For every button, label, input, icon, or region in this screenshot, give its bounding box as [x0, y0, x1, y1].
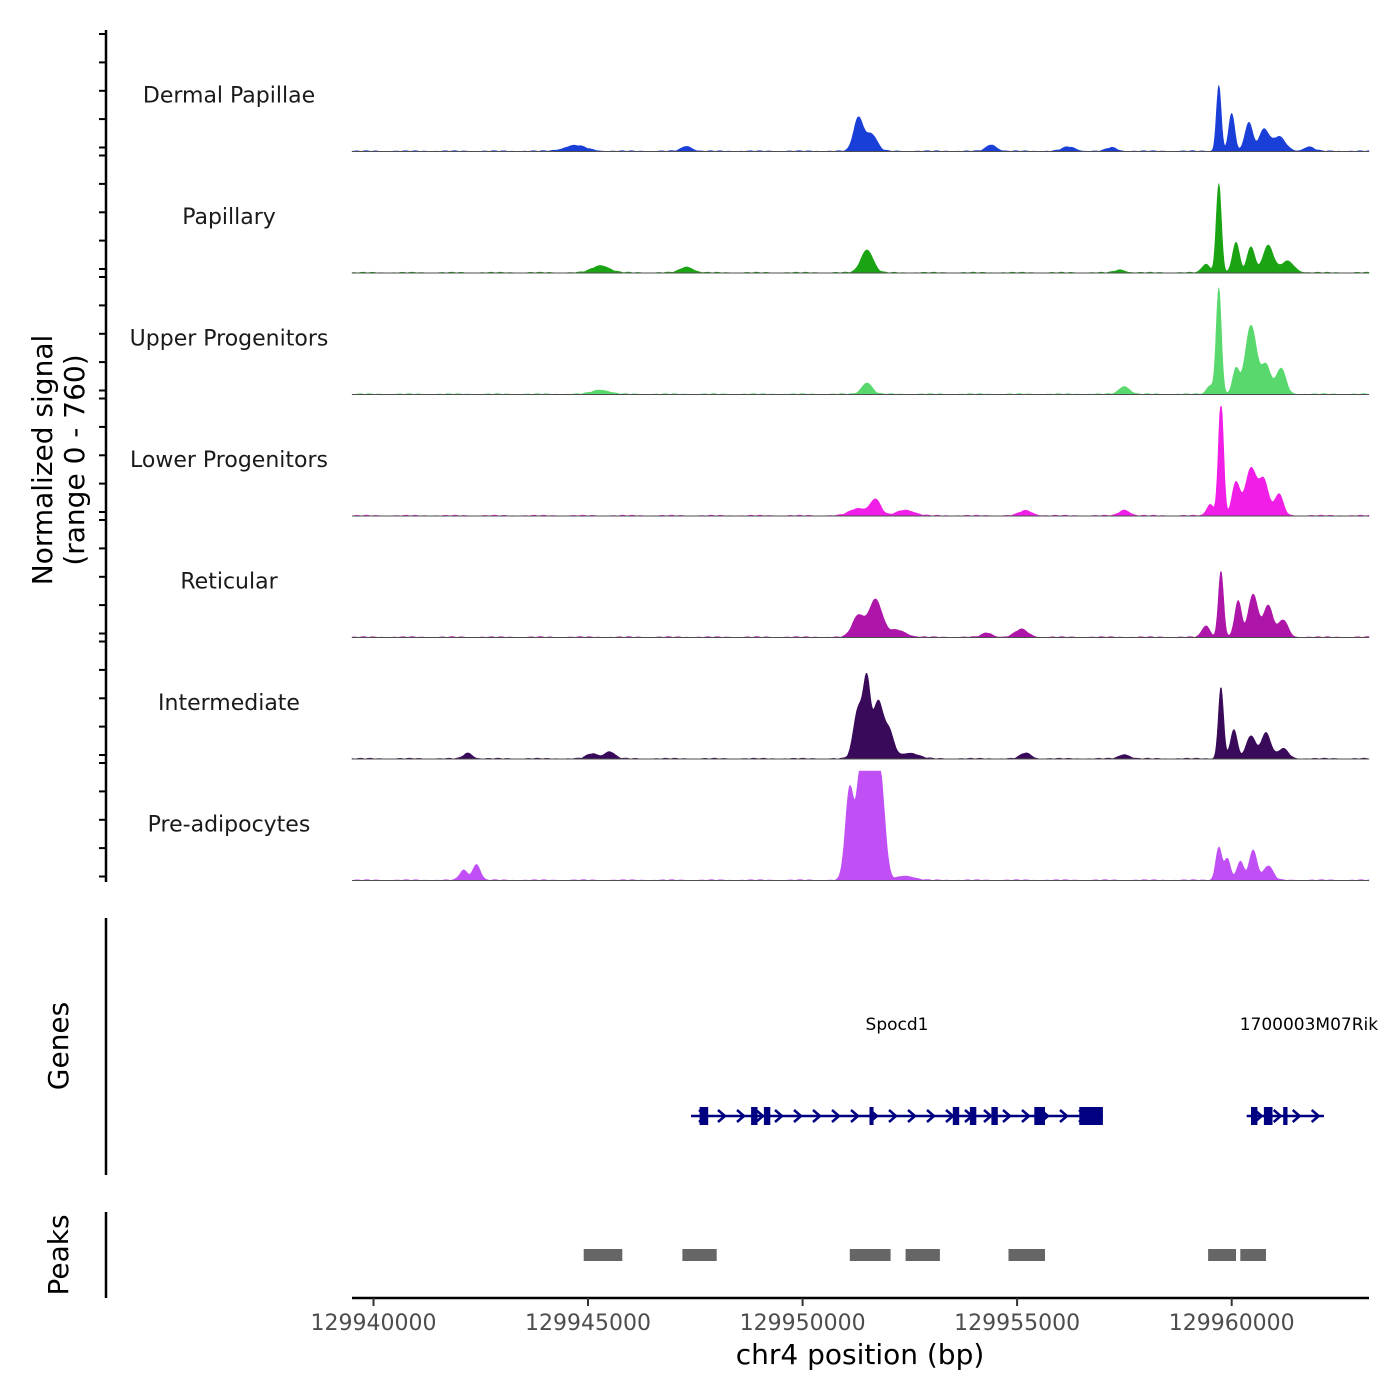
exon	[969, 1107, 977, 1125]
gene-label-1700003m07rik: 1700003M07Rik	[1240, 1015, 1379, 1035]
strand-arrow	[717, 1109, 727, 1123]
strand-arrow	[1002, 1109, 1012, 1123]
track-dermal-papillae: Dermal Papillae	[143, 84, 1370, 152]
peak-region	[583, 1249, 623, 1261]
track-upper-progenitors: Upper Progenitors	[130, 287, 1370, 395]
track-pre-adipocytes: Pre-adipocytes	[148, 770, 1370, 881]
coverage-y-axis-ticks	[99, 33, 106, 878]
gene-models: Spocd1 1700003M07Rik	[691, 1015, 1378, 1125]
strand-arrow	[1021, 1109, 1031, 1123]
strand-arrow	[1272, 1109, 1283, 1123]
strand-arrow	[812, 1109, 822, 1123]
strand-arrow	[907, 1109, 917, 1123]
coverage-area-intermediate	[351, 672, 1370, 760]
exon	[751, 1107, 758, 1125]
track-label-dermal-papillae: Dermal Papillae	[143, 84, 315, 109]
y-axis-title-line2: (range 0 - 760)	[58, 354, 91, 565]
track-papillary: Papillary	[182, 183, 1370, 274]
peak-region	[849, 1249, 891, 1261]
track-label-pre-adipocytes: Pre-adipocytes	[148, 813, 311, 838]
exon	[1251, 1107, 1258, 1125]
peaks-track-label: Peaks	[42, 1214, 75, 1295]
peak-region	[682, 1249, 717, 1261]
coverage-area-lower-progenitors	[351, 406, 1370, 517]
gene-label-spocd1: Spocd1	[866, 1015, 929, 1035]
track-intermediate: Intermediate	[158, 672, 1370, 760]
coverage-area-upper-progenitors	[351, 287, 1370, 395]
track-lower-progenitors: Lower Progenitors	[130, 406, 1370, 517]
exon	[1263, 1107, 1273, 1125]
track-label-reticular: Reticular	[180, 570, 278, 595]
strand-arrow	[755, 1109, 765, 1123]
track-label-intermediate: Intermediate	[158, 691, 300, 716]
coverage-area-dermal-papillae	[351, 85, 1370, 152]
x-tick-label: 129955000	[954, 1311, 1080, 1336]
coverage-area-reticular	[351, 571, 1370, 638]
peak-regions	[583, 1249, 1266, 1261]
x-tick-label: 129940000	[311, 1311, 437, 1336]
strand-arrow	[983, 1109, 993, 1123]
peak-region	[905, 1249, 940, 1261]
x-tick-label: 129950000	[740, 1311, 866, 1336]
track-label-upper-progenitors: Upper Progenitors	[130, 327, 329, 352]
exon	[1283, 1107, 1288, 1125]
strand-arrow	[1059, 1109, 1069, 1123]
peak-region	[1240, 1249, 1266, 1261]
strand-arrow	[850, 1109, 860, 1123]
x-axis-ticks: 129940000 129945000 129950000 129955000 1299…	[311, 1298, 1295, 1336]
exon	[952, 1107, 960, 1125]
track-label-lower-progenitors: Lower Progenitors	[130, 448, 328, 473]
track-reticular: Reticular	[180, 570, 1370, 638]
x-tick-label: 129945000	[525, 1311, 651, 1336]
exon	[699, 1107, 709, 1125]
exon	[1079, 1107, 1103, 1125]
x-tick-label: 129960000	[1169, 1311, 1295, 1336]
exon	[869, 1107, 874, 1125]
strand-arrow	[774, 1109, 784, 1123]
strand-arrow	[1310, 1109, 1321, 1123]
coverage-tracks: Dermal Papillae Papillary Upper Progenitor…	[130, 84, 1370, 881]
exon	[1034, 1107, 1045, 1125]
genes-track-label: Genes	[42, 1002, 75, 1090]
strand-arrow	[793, 1109, 803, 1123]
coverage-area-papillary	[351, 183, 1370, 274]
gene-spocd1: Spocd1	[691, 1015, 1103, 1125]
strand-arrow	[888, 1109, 898, 1123]
exon	[763, 1107, 771, 1125]
exon	[991, 1107, 998, 1125]
track-label-papillary: Papillary	[182, 205, 276, 230]
strand-arrow	[926, 1109, 936, 1123]
peak-region	[1008, 1249, 1045, 1261]
peak-region	[1208, 1249, 1236, 1261]
y-axis-title-line1: Normalized signal	[26, 335, 59, 586]
x-axis-title: chr4 position (bp)	[736, 1338, 985, 1371]
strand-arrow	[736, 1109, 746, 1123]
strand-arrow	[1291, 1109, 1302, 1123]
gene-1700003m07rik: 1700003M07Rik	[1240, 1015, 1379, 1125]
coverage-area-pre-adipocytes	[351, 770, 1370, 881]
strand-arrow	[831, 1109, 841, 1123]
